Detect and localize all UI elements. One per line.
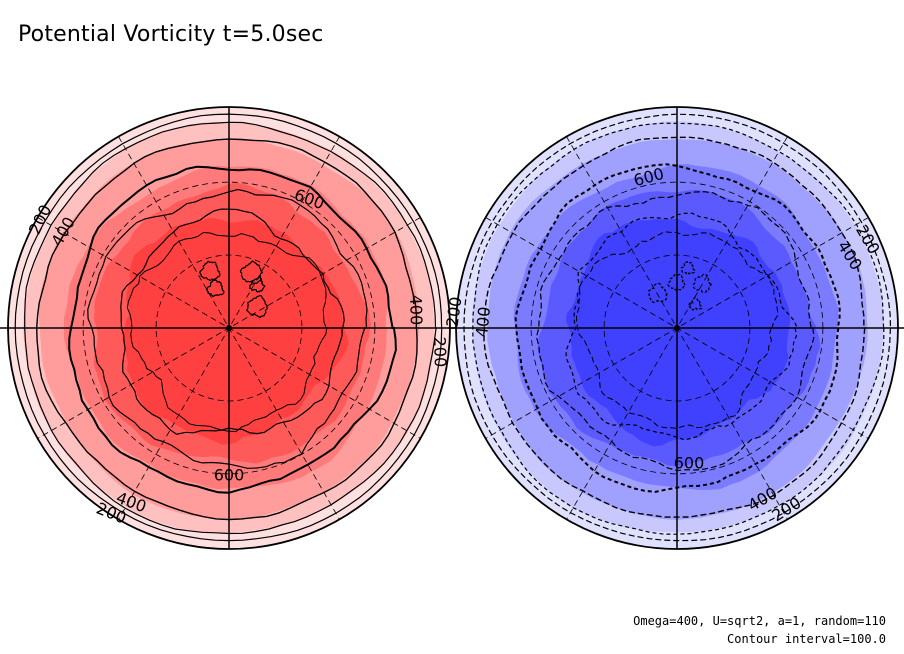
contour-eddy bbox=[648, 282, 668, 303]
contour-eddy bbox=[248, 276, 266, 293]
contour-line bbox=[575, 231, 779, 429]
contour-line bbox=[483, 136, 866, 518]
contour-line bbox=[472, 122, 885, 535]
contour-eddy bbox=[239, 260, 264, 285]
contour-line bbox=[126, 231, 328, 433]
contour-line bbox=[24, 121, 437, 535]
contour-eddy bbox=[206, 279, 225, 298]
contour-label: 600 bbox=[214, 466, 245, 485]
contour-eddy bbox=[688, 296, 703, 311]
pole-marker bbox=[674, 325, 680, 331]
contour-line bbox=[463, 113, 892, 542]
contour-line bbox=[535, 191, 815, 472]
contour-band-500 bbox=[122, 217, 349, 445]
contour-line bbox=[87, 188, 368, 469]
contour-label: 400 bbox=[472, 306, 494, 338]
contour-label: 600 bbox=[674, 454, 705, 473]
contour-line bbox=[35, 138, 418, 521]
contour-eddy bbox=[680, 261, 696, 275]
contour-interval-note: Contour interval=100.0 bbox=[727, 632, 886, 646]
contour-band-500 bbox=[566, 218, 791, 447]
contour-line bbox=[120, 208, 345, 435]
parameters-note: Omega=400, U=sqrt2, a=1, random=110 bbox=[633, 614, 886, 628]
contour-eddy bbox=[199, 260, 221, 282]
contour-label: 200 bbox=[442, 295, 465, 328]
contour-label: 200 bbox=[430, 336, 450, 367]
plot-title: Potential Vorticity t=5.0sec bbox=[18, 22, 324, 47]
contour-line bbox=[68, 165, 397, 494]
contour-eddy bbox=[667, 273, 687, 292]
contour-eddy bbox=[246, 294, 269, 319]
pole-marker bbox=[226, 325, 232, 331]
contour-line bbox=[14, 113, 443, 542]
contour-label: 400 bbox=[406, 294, 426, 325]
panel-boundary bbox=[455, 106, 899, 550]
